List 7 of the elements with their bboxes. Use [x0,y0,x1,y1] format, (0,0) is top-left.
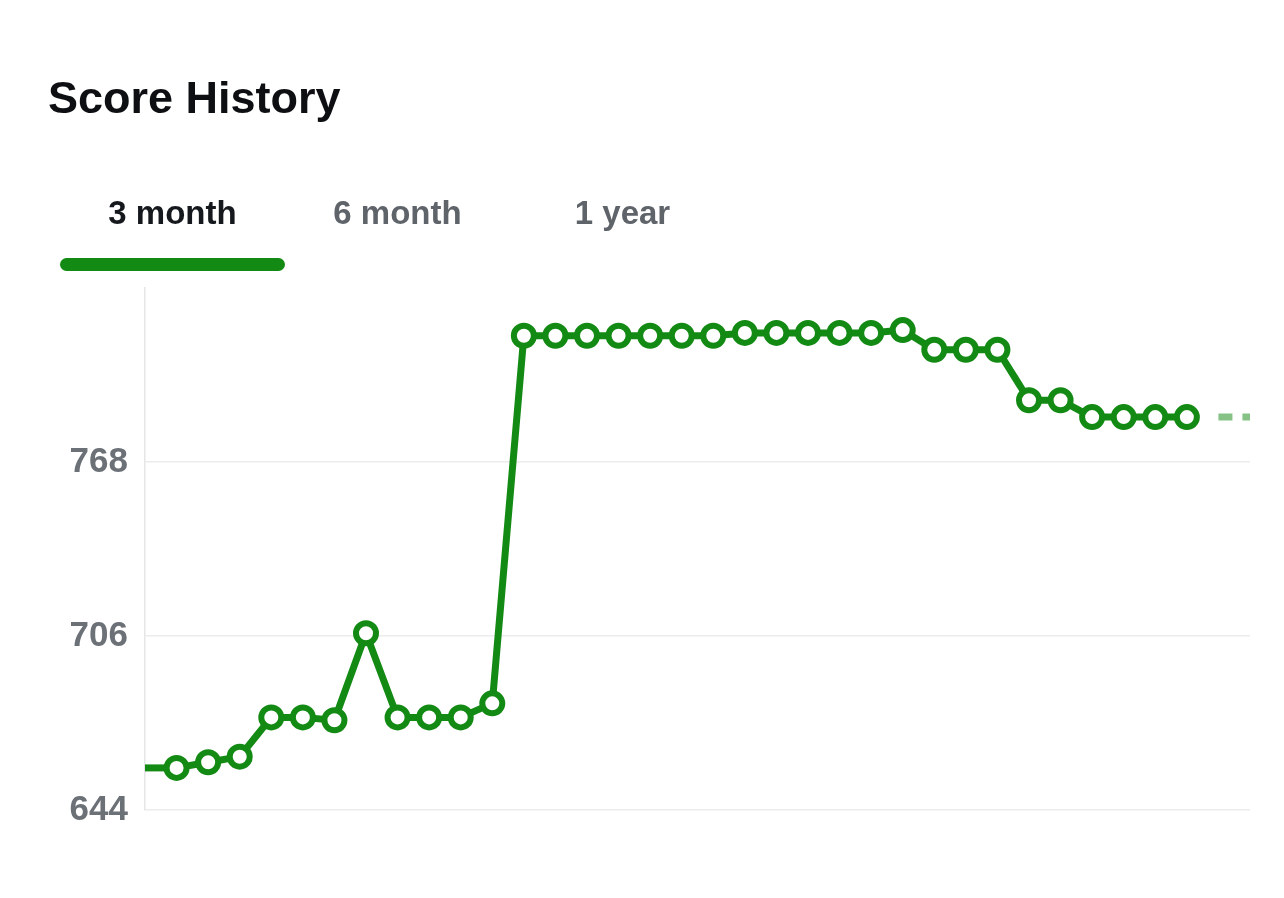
text: 3 month [107,193,238,233]
text: 6 month [332,193,463,233]
y-tick-label: 768 [69,439,128,479]
y-tick-label: 706 [69,613,128,653]
text: 1 year [573,193,672,233]
y-tick-label: 644 [69,787,129,827]
chart-title: Score History [48,71,341,125]
